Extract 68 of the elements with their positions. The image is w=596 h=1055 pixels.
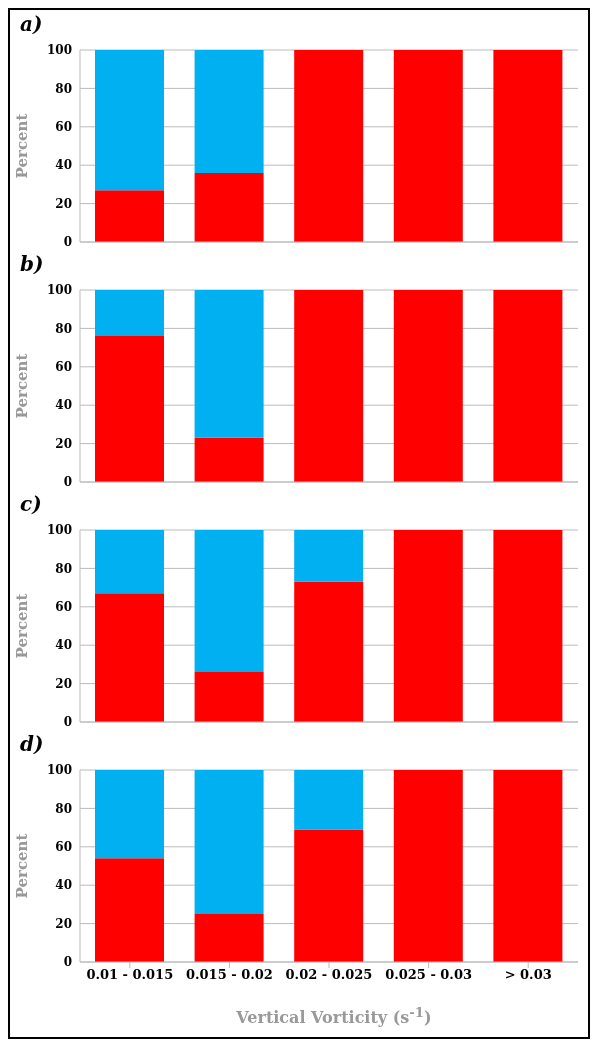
y-axis-title: Percent <box>13 833 32 899</box>
bar <box>95 530 164 594</box>
y-tick-label: 20 <box>55 676 72 691</box>
y-tick-label: 20 <box>55 196 72 211</box>
y-tick-label: 40 <box>55 878 72 893</box>
y-tick-label: 60 <box>55 360 72 375</box>
chart-title: d) <box>20 732 44 756</box>
bar <box>194 914 264 962</box>
y-tick-label: 0 <box>63 235 72 250</box>
chart-title: b) <box>20 252 44 276</box>
y-tick-label: 20 <box>55 436 72 451</box>
bar <box>95 593 164 722</box>
y-axis-title: Percent <box>13 593 32 659</box>
y-tick-label: 20 <box>55 916 72 931</box>
bar <box>294 581 364 722</box>
bar <box>294 770 364 830</box>
bar <box>294 50 364 242</box>
y-tick-label: 40 <box>55 158 72 173</box>
x-tick-label: > 0.03 <box>504 967 552 983</box>
bar <box>393 530 463 722</box>
x-tick-label: 0.01 - 0.015 <box>86 967 174 983</box>
bar <box>194 530 264 673</box>
y-tick-label: 0 <box>63 475 72 490</box>
x-tick-label: 0.02 - 0.025 <box>285 967 373 983</box>
y-tick-label: 100 <box>46 523 72 538</box>
y-tick-label: 100 <box>46 763 72 778</box>
bar <box>95 190 164 242</box>
bar <box>294 530 364 582</box>
y-tick-label: 60 <box>55 120 72 135</box>
y-tick-label: 80 <box>55 561 72 576</box>
bar <box>194 290 264 438</box>
y-tick-label: 100 <box>46 43 72 58</box>
y-tick-label: 0 <box>63 955 72 970</box>
y-tick-label: 40 <box>55 398 72 413</box>
y-tick-label: 80 <box>55 321 72 336</box>
bar <box>493 50 563 242</box>
bar <box>194 437 264 482</box>
bar <box>393 290 463 482</box>
bar <box>194 172 264 242</box>
x-axis-title: Vertical Vorticity (s$^{-1}$) <box>235 1004 433 1028</box>
chart-title: a) <box>20 12 43 36</box>
y-tick-label: 80 <box>55 801 72 816</box>
bar <box>493 770 563 962</box>
y-tick-label: 40 <box>55 638 72 653</box>
bar <box>194 672 264 722</box>
x-tick-label: 0.025 - 0.03 <box>385 967 473 983</box>
bar <box>95 50 164 191</box>
y-tick-label: 0 <box>63 715 72 730</box>
y-tick-label: 80 <box>55 81 72 96</box>
y-tick-label: 60 <box>55 600 72 615</box>
bar <box>393 50 463 242</box>
bar <box>95 770 164 859</box>
bar <box>194 50 264 173</box>
bar <box>95 336 164 482</box>
bar <box>194 770 264 914</box>
bar <box>493 290 563 482</box>
bar <box>95 858 164 962</box>
bar <box>294 290 364 482</box>
y-axis-title: Percent <box>13 113 32 179</box>
bar <box>393 770 463 962</box>
x-tick-label: 0.015 - 0.02 <box>185 967 273 983</box>
bar <box>493 530 563 722</box>
y-tick-label: 100 <box>46 283 72 298</box>
y-tick-label: 60 <box>55 840 72 855</box>
bar <box>294 829 364 962</box>
y-axis-title: Percent <box>13 353 32 419</box>
bar <box>95 290 164 337</box>
chart-title: c) <box>20 492 42 516</box>
